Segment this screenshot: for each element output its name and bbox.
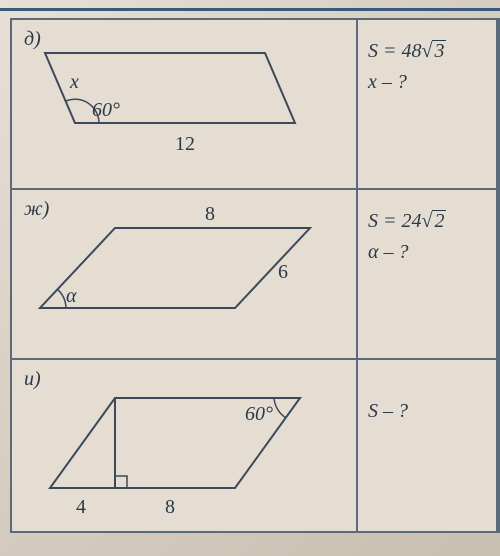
- angle-60-label: 60°: [245, 403, 273, 425]
- area-rad: 2: [432, 210, 446, 231]
- problem-zh-row: ж) 8 6 α S = 24√2 α – ?: [12, 190, 498, 360]
- problems-grid: д) x 60° 12 S = 48√3 x – ? ж): [10, 18, 500, 533]
- angle-60-label: 60°: [92, 99, 120, 121]
- area-lhs: S =: [368, 40, 397, 62]
- problem-d-row: д) x 60° 12 S = 48√3 x – ?: [12, 20, 498, 190]
- area-lhs: S =: [368, 210, 397, 232]
- problem-zh-area: S = 24√2: [368, 210, 486, 233]
- top-8-label: 8: [205, 203, 215, 225]
- base-12-label: 12: [175, 133, 195, 155]
- problem-d-unknown: x – ?: [368, 71, 486, 94]
- angle-alpha-label: α: [66, 285, 77, 307]
- area-rad: 3: [432, 40, 446, 61]
- area-coef: 24: [402, 210, 422, 232]
- problem-i-unknown: S – ?: [368, 400, 486, 423]
- seg-4-label: 4: [76, 496, 86, 518]
- problem-zh-label: ж): [24, 198, 49, 221]
- problem-zh-answer-cell: S = 24√2 α – ?: [358, 190, 498, 358]
- parallelogram-i: 60° 4 8: [20, 368, 340, 523]
- parallelogram-d: x 60° 12: [20, 28, 340, 178]
- parallelogram-zh: 8 6 α: [20, 198, 340, 348]
- problem-d-label: д): [24, 28, 41, 51]
- side-x-label: x: [69, 71, 79, 93]
- problem-zh-unknown: α – ?: [368, 241, 486, 264]
- problem-i-figure-cell: и) 60° 4 8: [12, 360, 358, 531]
- problem-i-answer-cell: S – ?: [358, 360, 498, 531]
- problem-i-label: и): [24, 368, 41, 391]
- problem-d-area: S = 48√3: [368, 40, 486, 63]
- problem-i-row: и) 60° 4 8 S – ?: [12, 360, 498, 531]
- problem-d-figure-cell: д) x 60° 12: [12, 20, 358, 188]
- seg-8-label: 8: [165, 496, 175, 518]
- problem-zh-figure-cell: ж) 8 6 α: [12, 190, 358, 358]
- right-6-label: 6: [278, 261, 288, 283]
- area-coef: 48: [402, 40, 422, 62]
- problem-d-answer-cell: S = 48√3 x – ?: [358, 20, 498, 188]
